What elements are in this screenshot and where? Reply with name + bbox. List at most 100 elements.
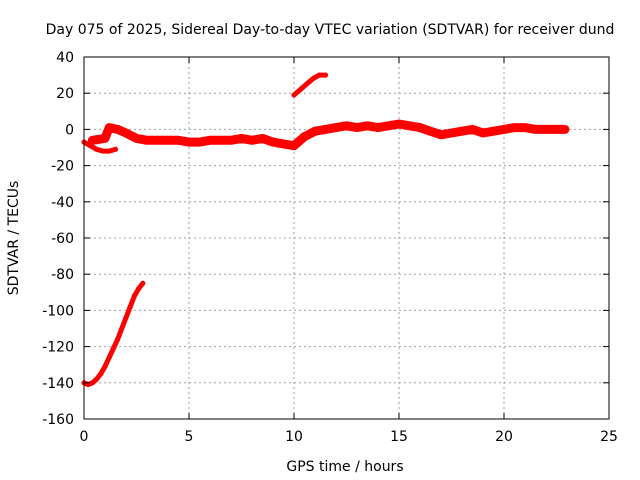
data-point	[344, 123, 349, 129]
data-point	[94, 146, 100, 152]
data-point	[100, 148, 106, 154]
data-point	[438, 132, 444, 138]
data-point	[176, 137, 181, 143]
data-point	[491, 128, 496, 134]
data-point	[533, 126, 538, 132]
data-point	[102, 135, 108, 141]
y-tick-label: -20	[51, 159, 74, 175]
data-point	[123, 315, 129, 321]
y-tick-label: 0	[65, 122, 74, 138]
y-tick-label: -160	[42, 412, 74, 428]
data-point	[144, 137, 150, 143]
chart-title: Day 075 of 2025, Sidereal Day-to-day VTE…	[46, 22, 615, 38]
data-point	[165, 137, 171, 143]
data-point	[365, 123, 370, 129]
data-point	[302, 134, 307, 140]
data-point	[106, 354, 112, 360]
data-point	[115, 336, 121, 342]
data-point	[207, 137, 213, 143]
data-point	[127, 304, 133, 310]
data-point	[470, 126, 475, 132]
data-point	[562, 126, 568, 132]
data-point	[186, 139, 192, 145]
data-point	[110, 345, 116, 351]
y-tick-label: -120	[42, 340, 74, 356]
data-point	[449, 130, 454, 136]
x-tick-label: 10	[285, 429, 303, 445]
data-point	[522, 125, 528, 131]
data-point	[197, 139, 202, 145]
data-point	[134, 135, 139, 141]
data-point	[131, 293, 137, 299]
data-point	[291, 143, 297, 149]
data-point	[136, 286, 142, 292]
data-point	[297, 87, 303, 93]
data-point	[89, 137, 95, 143]
data-point	[304, 81, 310, 87]
data-point	[89, 380, 95, 386]
grid-lines	[84, 57, 609, 419]
data-point	[113, 146, 118, 152]
data-point	[155, 137, 160, 143]
SDTVAR-band-main	[87, 119, 570, 151]
data-point	[312, 128, 318, 134]
SDTVAR-upper-segment	[291, 72, 328, 98]
data-point	[94, 376, 100, 382]
data-point	[98, 371, 104, 377]
data-point	[407, 123, 412, 129]
data-point	[270, 139, 276, 145]
data-point	[281, 141, 286, 147]
data-point	[543, 126, 549, 132]
data-point	[310, 76, 316, 82]
data-point	[354, 125, 360, 131]
series-line	[291, 72, 328, 98]
data-point	[554, 126, 559, 132]
data-point	[106, 125, 112, 131]
data-point	[291, 92, 297, 98]
data-point	[115, 126, 121, 132]
data-point	[501, 126, 507, 132]
data-point	[102, 364, 108, 370]
data-point	[396, 121, 402, 127]
data-point	[512, 125, 517, 131]
y-tick-label: -140	[42, 376, 74, 392]
y-tick-label: -80	[51, 267, 74, 283]
axis-ticks: 0 5 10 15 20 25 -160 -140 -120 -100 -80 -60 -40 -20 0 2…	[42, 50, 618, 445]
y-tick-label: -100	[42, 303, 74, 319]
y-tick-label: -60	[51, 231, 74, 247]
data-point	[218, 137, 223, 143]
x-tick-label: 25	[600, 429, 618, 445]
data-point	[123, 130, 129, 136]
data-point	[228, 137, 234, 143]
data-point	[119, 326, 125, 331]
data-point	[459, 128, 465, 134]
data-point	[140, 280, 146, 286]
data-series-layer	[81, 72, 570, 388]
data-point	[323, 72, 328, 78]
data-point	[323, 126, 328, 132]
data-point	[480, 130, 486, 136]
x-tick-label: 0	[80, 429, 89, 445]
series-line	[81, 280, 146, 388]
y-axis-label: SDTVAR / TECUs	[6, 181, 22, 296]
data-point	[316, 72, 322, 78]
SDTVAR-band-early	[81, 139, 118, 154]
data-point	[106, 148, 112, 154]
x-tick-label: 15	[390, 429, 408, 445]
y-tick-label: 40	[56, 50, 74, 66]
x-tick-label: 5	[185, 429, 194, 445]
data-point	[333, 125, 339, 131]
x-axis-label: GPS time / hours	[286, 459, 403, 475]
data-point	[260, 135, 265, 141]
data-point	[386, 123, 391, 129]
data-point	[375, 125, 381, 131]
series-line	[87, 119, 570, 151]
data-point	[249, 137, 255, 143]
data-point	[85, 382, 91, 388]
data-point	[428, 128, 433, 134]
x-tick-label: 20	[495, 429, 513, 445]
SDTVAR-early-curve	[81, 280, 146, 388]
data-point	[239, 135, 244, 141]
data-point	[417, 125, 423, 131]
